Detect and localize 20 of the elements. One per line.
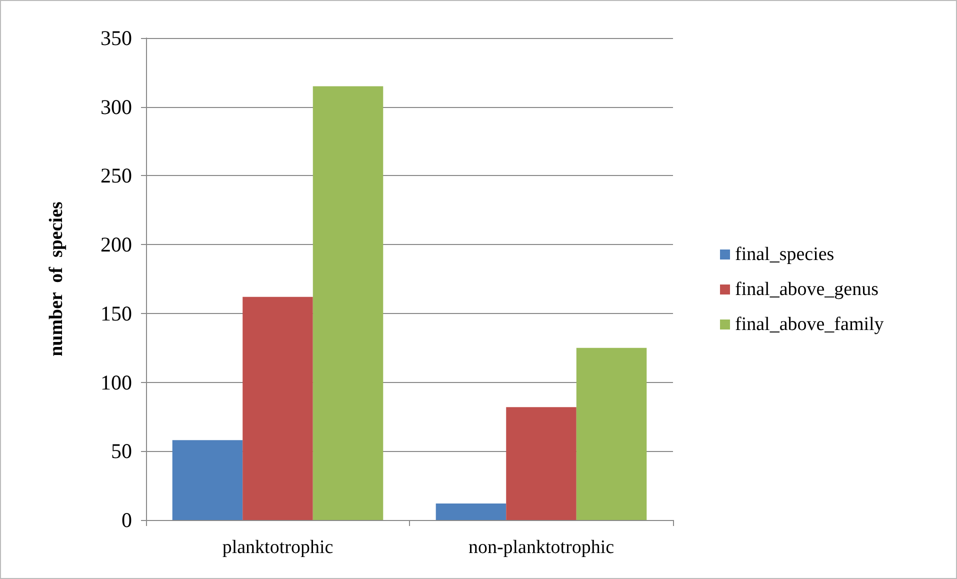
y-tick-label: 200	[100, 232, 132, 257]
legend-label: final_above_genus	[735, 279, 879, 300]
y-tick-label: 100	[100, 370, 132, 394]
bar	[312, 86, 384, 520]
legend-label: final_species	[735, 244, 834, 265]
y-tick-label: 150	[100, 301, 132, 326]
bar	[576, 348, 647, 520]
y-tick-label: 50	[111, 439, 132, 464]
bar	[436, 503, 506, 520]
y-axis-title: number of species	[46, 202, 67, 356]
bar	[172, 440, 243, 520]
x-tick-label: planktotrophic	[222, 537, 334, 558]
legend-label: final_above_family	[735, 314, 884, 335]
x-tick-label: non-planktotrophic	[468, 537, 614, 558]
bar	[506, 407, 576, 520]
y-tick-label: 0	[122, 508, 132, 532]
y-tick-label: 350	[100, 26, 132, 50]
y-tick-label: 300	[100, 94, 132, 119]
y-tick-label: 250	[100, 164, 132, 188]
bar	[242, 296, 313, 520]
